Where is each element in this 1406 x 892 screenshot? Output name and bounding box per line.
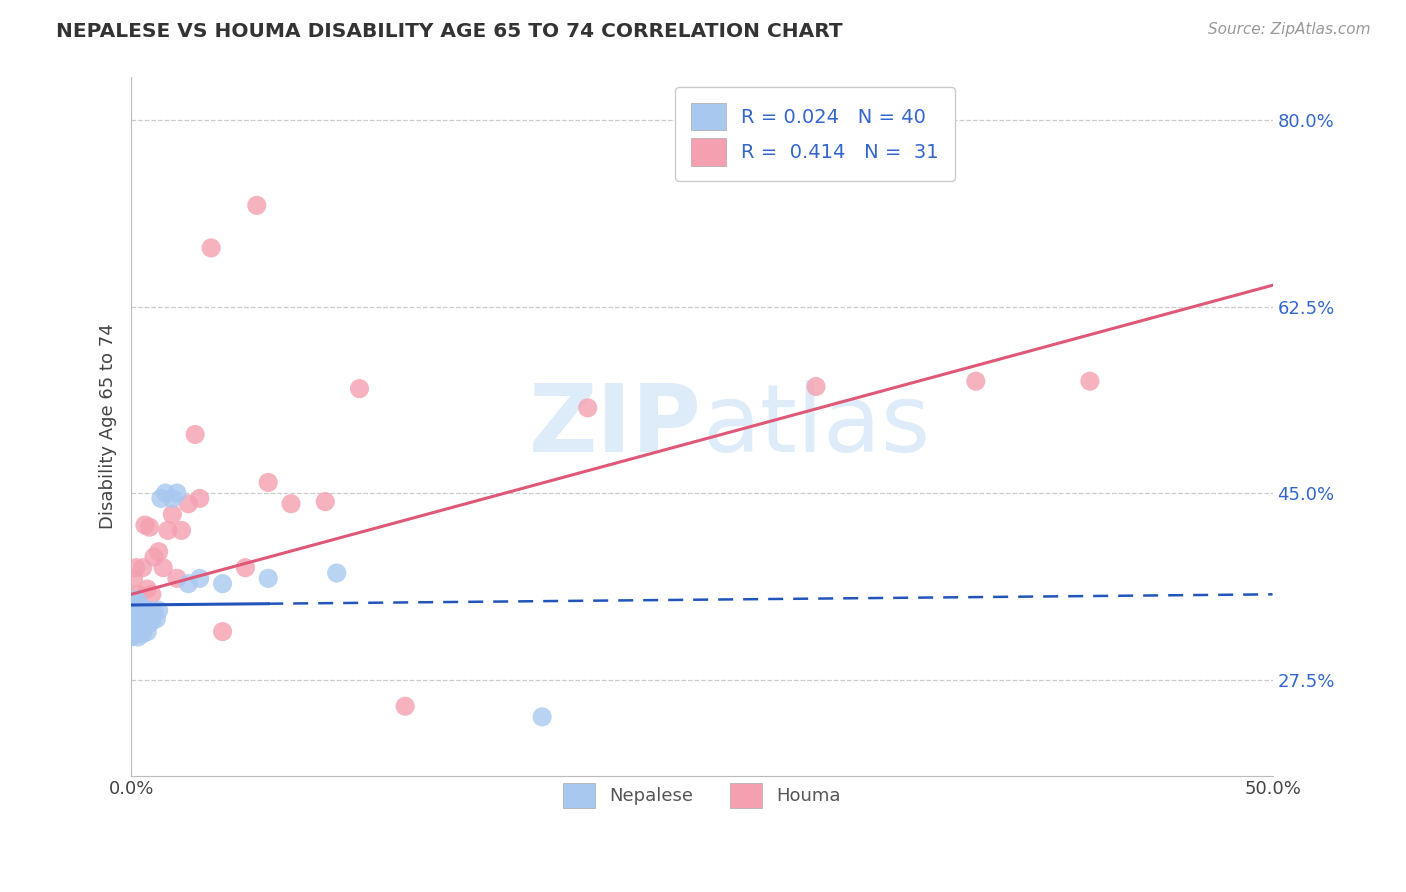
Point [141,614,163,628]
Point [166,571,188,585]
Point [965,374,987,388]
Point [211,624,233,639]
Point [141,587,163,601]
Point [200,241,222,255]
Point [148,603,170,617]
Point [156,524,179,538]
Point [125,614,148,628]
Point [125,624,148,639]
Point [162,508,184,522]
Point [257,571,280,585]
Y-axis label: Disability Age 65 to 74: Disability Age 65 to 74 [100,324,117,529]
Point [125,603,148,617]
Point [138,603,160,617]
Point [127,630,149,644]
Text: ZIP: ZIP [529,381,702,473]
Point [138,616,160,631]
Point [162,491,184,506]
Point [804,379,827,393]
Point [149,491,172,506]
Point [170,524,193,538]
Point [131,626,153,640]
Point [155,486,177,500]
Point [134,606,156,620]
Point [120,619,142,633]
Point [148,544,170,558]
Point [246,198,269,212]
Point [120,630,142,644]
Point [134,619,156,633]
Point [188,571,211,585]
Point [136,582,159,596]
Point [127,619,149,633]
Legend: Nepalese, Houma: Nepalese, Houma [555,775,848,815]
Text: Source: ZipAtlas.com: Source: ZipAtlas.com [1208,22,1371,37]
Point [129,612,152,626]
Point [152,560,174,574]
Point [138,520,160,534]
Point [122,614,145,628]
Point [125,560,148,574]
Point [129,601,152,615]
Point [166,486,188,500]
Point [235,560,257,574]
Point [134,518,156,533]
Point [280,497,302,511]
Point [188,491,211,506]
Point [1078,374,1101,388]
Point [125,592,148,607]
Point [127,606,149,620]
Point [576,401,599,415]
Point [143,549,166,564]
Point [129,624,152,639]
Point [136,624,159,639]
Point [131,614,153,628]
Point [127,587,149,601]
Point [122,624,145,639]
Point [257,475,280,490]
Point [122,608,145,623]
Point [177,497,200,511]
Point [314,494,336,508]
Point [136,612,159,626]
Point [184,427,207,442]
Point [122,571,145,585]
Point [131,601,153,615]
Point [531,710,554,724]
Point [127,595,149,609]
Point [143,606,166,620]
Point [211,576,233,591]
Point [349,382,371,396]
Text: NEPALESE VS HOUMA DISABILITY AGE 65 TO 74 CORRELATION CHART: NEPALESE VS HOUMA DISABILITY AGE 65 TO 7… [56,22,842,41]
Point [325,566,347,580]
Point [177,576,200,591]
Point [145,612,167,626]
Point [131,560,153,574]
Point [394,699,416,714]
Point [122,598,145,612]
Text: atlas: atlas [702,381,931,473]
